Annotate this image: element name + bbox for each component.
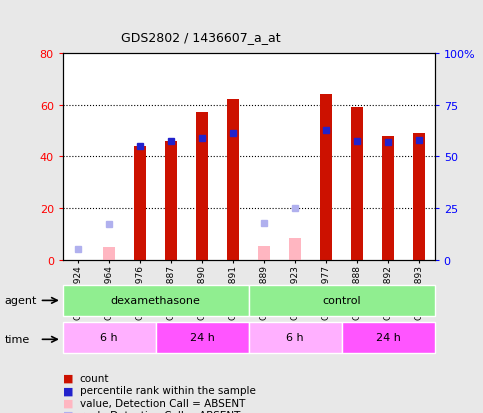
Bar [351, 108, 363, 260]
Text: control: control [323, 295, 361, 306]
Text: GDS2802 / 1436607_a_at: GDS2802 / 1436607_a_at [121, 31, 280, 44]
Bar [249, 322, 342, 353]
Text: value, Detection Call = ABSENT: value, Detection Call = ABSENT [80, 398, 245, 408]
Text: ■: ■ [63, 385, 73, 395]
Bar [156, 322, 249, 353]
Bar [196, 113, 209, 260]
Text: percentile rank within the sample: percentile rank within the sample [80, 385, 256, 395]
Bar [382, 136, 395, 260]
Text: ■: ■ [63, 398, 73, 408]
Bar [258, 246, 270, 260]
Bar [103, 247, 115, 260]
Bar [227, 100, 240, 260]
Bar [63, 322, 156, 353]
Text: count: count [80, 373, 109, 383]
Text: dexamethasone: dexamethasone [111, 295, 201, 306]
Text: 24 h: 24 h [190, 332, 215, 343]
Text: 6 h: 6 h [100, 332, 118, 343]
Bar [320, 95, 332, 260]
Text: time: time [5, 335, 30, 344]
Bar [165, 141, 177, 260]
Bar [63, 285, 249, 316]
Bar [134, 147, 146, 260]
Text: rank, Detection Call = ABSENT: rank, Detection Call = ABSENT [80, 410, 240, 413]
Text: 24 h: 24 h [376, 332, 401, 343]
Bar [289, 238, 301, 260]
Text: agent: agent [5, 296, 37, 306]
Text: ■: ■ [63, 373, 73, 383]
Text: ■: ■ [63, 410, 73, 413]
Text: 6 h: 6 h [286, 332, 304, 343]
Bar [413, 134, 426, 260]
Bar [249, 285, 435, 316]
Bar [342, 322, 435, 353]
